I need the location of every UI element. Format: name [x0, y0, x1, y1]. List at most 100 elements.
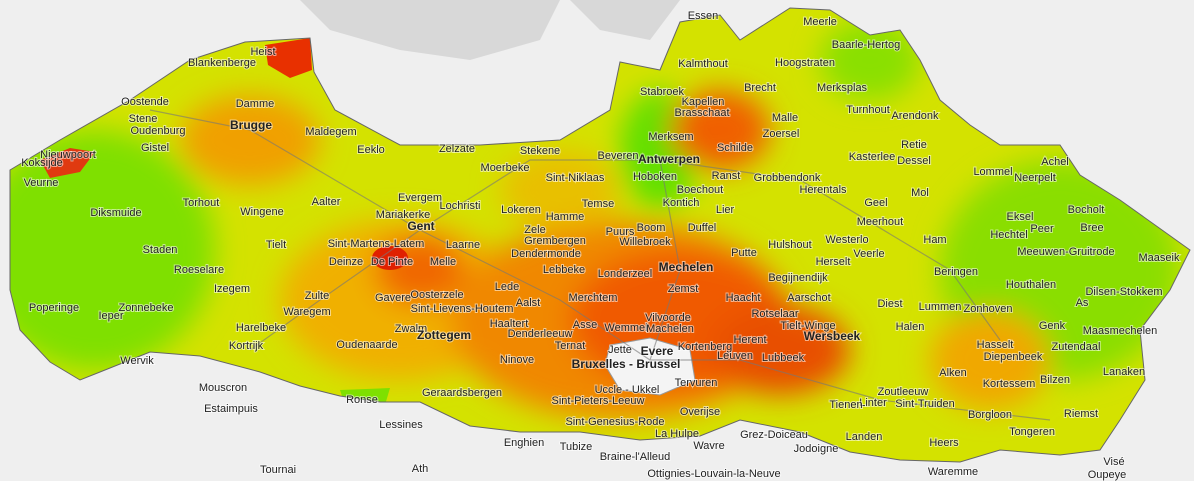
place-label: Evergem — [398, 192, 442, 204]
place-label: Maaseik — [1139, 252, 1180, 264]
place-label: Grembergen — [524, 235, 586, 247]
place-labels: Essen Meerle Baarle-Hertog HeistBlankenberg… — [20, 9, 1181, 481]
place-label: Zulte — [305, 290, 329, 302]
place-label: Riemst — [1064, 408, 1098, 420]
place-label: Jodoigne — [794, 443, 839, 455]
place-label: Zottegem — [417, 328, 471, 342]
place-label: Vilvoorde — [645, 312, 691, 324]
place-label: Beveren — [598, 150, 639, 162]
place-label: Oupeye — [1088, 469, 1127, 481]
place-label: Beringen — [934, 266, 978, 278]
place-label: Brugge — [230, 118, 272, 132]
place-label: Aalst — [516, 297, 540, 309]
place-label: Hoogstraten — [775, 57, 835, 69]
place-label: Mouscron — [199, 382, 247, 394]
place-label: Machelen — [646, 323, 694, 335]
place-label: Geraardsbergen — [422, 387, 502, 399]
place-label: Kortessem — [983, 378, 1036, 390]
place-label: Begijnendijk — [768, 272, 828, 284]
place-label: Malle — [772, 112, 798, 124]
place-label: Tielt-Winge — [780, 320, 835, 332]
place-label: Dendermonde — [511, 248, 581, 260]
place-label: Melle — [430, 256, 456, 268]
place-label: Tongeren — [1009, 426, 1055, 438]
place-label: Damme — [236, 98, 275, 110]
place-label: Aarschot — [787, 292, 830, 304]
place-label: Heers — [929, 437, 959, 449]
place-label: Hulshout — [768, 239, 811, 251]
place-label: Gavere — [375, 292, 411, 304]
place-label: Lubbeek — [762, 352, 805, 364]
place-label: Ranst — [712, 170, 741, 182]
place-label: Staden — [143, 244, 178, 256]
place-label: Kapellen — [682, 96, 725, 108]
place-label: Londerzeel — [598, 268, 652, 280]
place-label: Overijse — [680, 406, 720, 418]
region-outline — [9, 7, 1191, 463]
place-label: Eeklo — [357, 144, 385, 156]
place-label: Kontich — [663, 197, 700, 209]
place-label: Stabroek — [640, 86, 685, 98]
place-label: Wingene — [240, 206, 283, 218]
place-label: Lochristi — [440, 200, 481, 212]
place-label: Dilsen-Stokkem — [1085, 286, 1162, 298]
place-label: Ternat — [555, 340, 586, 352]
place-label: Zwalm — [395, 323, 427, 335]
place-label: Deinze — [329, 256, 363, 268]
place-label: Waremme — [928, 466, 978, 478]
place-label: Merksem — [648, 131, 693, 143]
place-label: Antwerpen — [638, 152, 700, 166]
place-label: Diksmuide — [90, 207, 141, 219]
place-label: Sint-Pieters-Leeuw — [552, 395, 645, 407]
place-label: Sint-Niklaas — [546, 172, 605, 184]
place-label: Grez-Doiceau — [740, 429, 808, 441]
place-label: Alken — [939, 367, 967, 379]
place-label: Herentals — [799, 184, 847, 196]
place-label: Waregem — [283, 306, 330, 318]
place-label: Boechout — [677, 184, 723, 196]
place-label: Zonnebeke — [118, 302, 173, 314]
place-label: Haaltert — [490, 318, 529, 330]
place-label: Ronse — [346, 394, 378, 406]
place-label: Tienen — [829, 399, 862, 411]
place-label: Moerbeke — [481, 162, 530, 174]
place-label: Sint-Martens-Latem — [328, 238, 425, 250]
place-label: Kortenberg — [678, 341, 732, 353]
place-label: Blankenberge — [188, 57, 256, 69]
place-label: Lommel — [973, 166, 1012, 178]
place-label: Sint-Genesius-Rode — [565, 416, 664, 428]
place-label: Roeselare — [174, 264, 224, 276]
place-label: Linter — [859, 397, 887, 409]
place-label: Koksijde — [21, 157, 63, 169]
place-label: Hoboken — [633, 171, 677, 183]
place-label: Eksel — [1007, 211, 1034, 223]
place-label: Bruxelles - Brussel — [572, 357, 681, 371]
place-label: Harelbeke — [236, 322, 286, 334]
place-label: Poperinge — [29, 302, 79, 314]
place-label: Ninove — [500, 354, 534, 366]
place-label: Ath — [412, 463, 429, 475]
place-label: Asse — [573, 319, 597, 331]
place-label: Oosterzele — [410, 289, 463, 301]
place-label: Sint-Lievens-Houtem — [411, 303, 514, 315]
place-label: Gent — [407, 219, 434, 233]
place-label: Jette — [608, 344, 632, 356]
place-label: Boom — [637, 222, 666, 234]
place-label: Mariakerke — [376, 209, 430, 221]
place-label: Brecht — [744, 82, 776, 94]
place-label: Putte — [731, 247, 757, 259]
place-label: Tubize — [560, 441, 593, 453]
place-label: Hamme — [546, 211, 585, 223]
place-label: De Pinte — [371, 256, 413, 268]
place-label: Aalter — [312, 196, 341, 208]
place-label: Baarle-Hertog — [832, 39, 900, 51]
place-label: Visé — [1103, 456, 1124, 468]
place-label: Bilzen — [1040, 374, 1070, 386]
place-label: Heist — [250, 46, 275, 58]
place-label: Zele — [524, 224, 545, 236]
place-label: Nieuwpoort — [40, 149, 96, 161]
place-label: Arendonk — [891, 110, 939, 122]
place-label: Bocholt — [1068, 204, 1105, 216]
place-label: Estaimpuis — [204, 403, 258, 415]
place-label: Merksplas — [817, 82, 868, 94]
